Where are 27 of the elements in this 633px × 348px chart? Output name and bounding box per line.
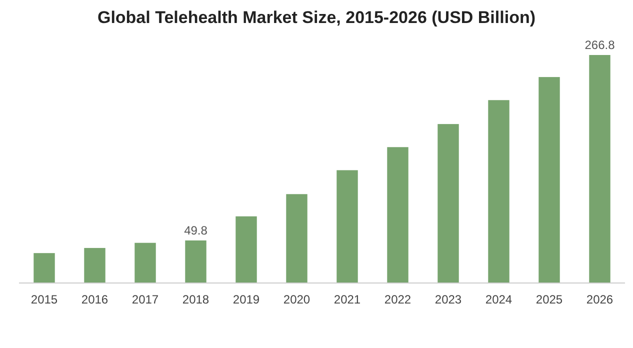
bar: [589, 55, 610, 283]
bar: [286, 194, 308, 283]
x-tick-label: 2015: [30, 292, 58, 307]
x-tick-label: 2020: [283, 292, 310, 307]
bar: [488, 100, 510, 283]
bar: [387, 147, 408, 283]
bar: [185, 240, 206, 283]
x-tick-label: 2019: [232, 292, 260, 307]
chart-title: Global Telehealth Market Size, 2015-2026 (USD Billion): [97, 8, 536, 27]
bar: [236, 216, 257, 283]
x-tick-label: 2017: [132, 292, 159, 307]
bar: [538, 77, 560, 283]
x-tick-label: 2021: [334, 292, 361, 307]
bar: [134, 242, 156, 283]
x-tick-label: 2024: [485, 292, 512, 307]
bar: [438, 124, 459, 283]
x-tick-label: 2016: [81, 292, 108, 307]
data-label: 49.8: [184, 223, 208, 238]
bar: [34, 253, 55, 283]
data-label: 266.8: [584, 38, 616, 52]
x-tick-label: 2023: [434, 292, 462, 307]
bar: [336, 170, 358, 283]
x-tick-label: 2018: [182, 292, 210, 307]
x-tick-label: 2025: [536, 292, 563, 307]
x-tick-label: 2022: [384, 292, 412, 307]
x-tick-label: 2026: [586, 292, 614, 307]
bar: [84, 248, 106, 283]
